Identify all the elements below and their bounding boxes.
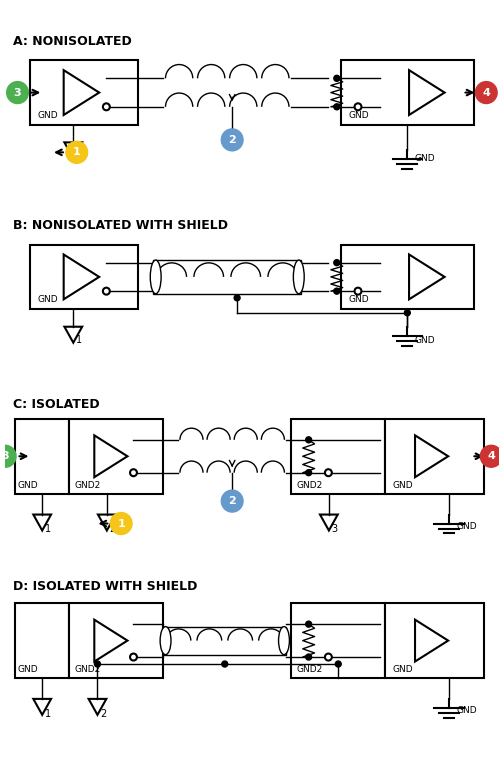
Ellipse shape bbox=[294, 260, 304, 294]
Bar bbox=[153, 260, 301, 294]
Text: 1: 1 bbox=[73, 147, 80, 157]
Bar bbox=[292, 419, 385, 494]
Circle shape bbox=[110, 513, 132, 534]
Circle shape bbox=[334, 76, 340, 81]
Text: GND: GND bbox=[456, 521, 477, 530]
Circle shape bbox=[222, 129, 243, 151]
Text: GND2: GND2 bbox=[74, 665, 101, 674]
Bar bbox=[70, 419, 163, 494]
Circle shape bbox=[222, 490, 243, 512]
Circle shape bbox=[334, 104, 340, 110]
Text: GND2: GND2 bbox=[74, 481, 101, 490]
Circle shape bbox=[306, 470, 312, 476]
Ellipse shape bbox=[160, 626, 171, 654]
Text: 2: 2 bbox=[100, 709, 106, 719]
Circle shape bbox=[130, 654, 137, 661]
Circle shape bbox=[94, 661, 100, 667]
Text: GND: GND bbox=[38, 111, 58, 120]
Circle shape bbox=[476, 82, 497, 104]
Circle shape bbox=[6, 82, 29, 104]
Bar bbox=[340, 60, 474, 125]
Text: GND: GND bbox=[348, 111, 368, 120]
Text: GND2: GND2 bbox=[296, 481, 322, 490]
Circle shape bbox=[404, 310, 410, 315]
Circle shape bbox=[234, 294, 240, 301]
Circle shape bbox=[334, 259, 340, 266]
Circle shape bbox=[103, 287, 110, 294]
Text: GND: GND bbox=[38, 295, 58, 305]
Circle shape bbox=[306, 654, 312, 660]
Text: GND: GND bbox=[348, 295, 368, 305]
Bar bbox=[292, 603, 385, 678]
Bar bbox=[70, 603, 163, 678]
Circle shape bbox=[103, 104, 110, 111]
Text: 1: 1 bbox=[76, 335, 82, 345]
Bar bbox=[15, 419, 70, 494]
Text: GND2: GND2 bbox=[296, 665, 322, 674]
Text: GND: GND bbox=[414, 153, 436, 163]
Text: GND: GND bbox=[392, 481, 413, 490]
Text: 1: 1 bbox=[44, 709, 51, 719]
Bar bbox=[340, 245, 474, 309]
Circle shape bbox=[306, 437, 312, 442]
Circle shape bbox=[354, 287, 362, 294]
Text: A: NONISOLATED: A: NONISOLATED bbox=[12, 35, 132, 48]
Bar bbox=[30, 60, 138, 125]
Bar bbox=[385, 603, 484, 678]
Text: 1: 1 bbox=[44, 524, 51, 534]
Text: 1: 1 bbox=[76, 151, 82, 160]
Text: C: ISOLATED: C: ISOLATED bbox=[12, 398, 99, 411]
Circle shape bbox=[336, 661, 341, 667]
Bar bbox=[163, 626, 286, 654]
Circle shape bbox=[66, 141, 88, 164]
Circle shape bbox=[480, 446, 500, 467]
Text: GND: GND bbox=[18, 481, 38, 490]
Circle shape bbox=[334, 288, 340, 294]
Circle shape bbox=[325, 469, 332, 476]
Ellipse shape bbox=[150, 260, 161, 294]
Bar bbox=[15, 603, 70, 678]
Circle shape bbox=[325, 654, 332, 661]
Text: GND: GND bbox=[456, 706, 477, 715]
Circle shape bbox=[306, 621, 312, 627]
Text: B: NONISOLATED WITH SHIELD: B: NONISOLATED WITH SHIELD bbox=[12, 219, 228, 232]
Text: GND: GND bbox=[18, 665, 38, 674]
Text: GND: GND bbox=[414, 337, 436, 345]
Text: 2: 2 bbox=[110, 524, 116, 534]
Text: 2: 2 bbox=[228, 135, 236, 145]
Circle shape bbox=[130, 469, 137, 476]
Text: 4: 4 bbox=[482, 87, 490, 97]
Text: 1: 1 bbox=[118, 519, 125, 528]
Ellipse shape bbox=[278, 626, 289, 654]
Circle shape bbox=[222, 661, 228, 667]
Text: 3: 3 bbox=[14, 87, 22, 97]
Circle shape bbox=[0, 446, 16, 467]
Bar bbox=[385, 419, 484, 494]
Text: 3: 3 bbox=[2, 451, 9, 461]
Bar bbox=[30, 245, 138, 309]
Text: 4: 4 bbox=[488, 451, 495, 461]
Text: D: ISOLATED WITH SHIELD: D: ISOLATED WITH SHIELD bbox=[12, 580, 197, 594]
Text: 3: 3 bbox=[332, 524, 338, 534]
Text: 2: 2 bbox=[228, 496, 236, 506]
Text: GND: GND bbox=[392, 665, 413, 674]
Circle shape bbox=[354, 104, 362, 111]
